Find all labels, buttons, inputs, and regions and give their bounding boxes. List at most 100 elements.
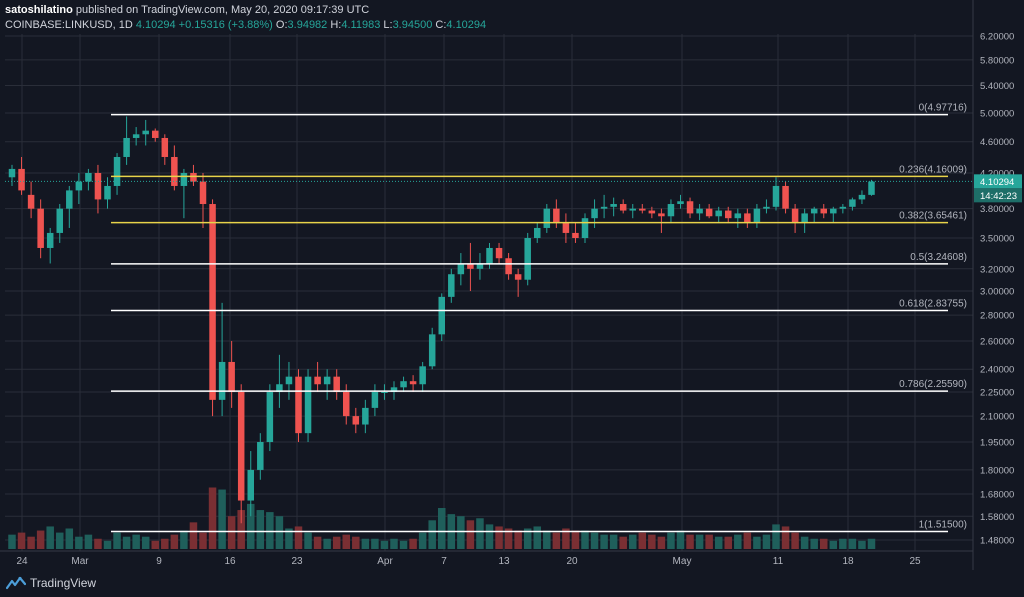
candle-body	[553, 208, 560, 224]
time-tick-label: 7	[441, 556, 447, 567]
volume-bar	[552, 532, 561, 549]
candles	[5, 116, 973, 524]
tradingview-logo[interactable]: TradingView	[6, 576, 96, 590]
time-tick-label: 9	[156, 556, 162, 567]
candle-body	[46, 232, 54, 248]
candle-body	[448, 274, 455, 297]
volume-bar	[609, 534, 618, 549]
candle-body	[390, 387, 398, 392]
volume-bar	[380, 540, 389, 549]
candle-body	[171, 156, 178, 186]
candle-body	[629, 208, 636, 211]
volume-bar	[648, 534, 656, 549]
volume-bar	[266, 512, 274, 549]
time-tick-label: 16	[224, 556, 236, 567]
candle-body	[858, 194, 866, 200]
high-value: 4.11983	[341, 19, 381, 31]
candle-body	[734, 213, 742, 219]
volume-bar	[94, 538, 102, 549]
price-tick-label: 3.50000	[980, 234, 1014, 245]
author-name[interactable]: satoshilatino	[5, 4, 73, 16]
price-tick-label: 5.00000	[980, 109, 1014, 120]
volume-bar	[75, 536, 83, 549]
volume-bar	[189, 522, 198, 549]
volume-bar	[371, 538, 379, 549]
candle-body	[428, 334, 436, 367]
volume-bar	[141, 536, 150, 549]
volume-bar	[695, 534, 704, 549]
volume-bar	[103, 540, 112, 549]
price-badge	[974, 174, 1022, 189]
volume-bar	[361, 538, 370, 549]
candle-body	[27, 194, 35, 209]
high-label: H:	[330, 19, 342, 31]
volume-bar	[581, 530, 589, 549]
candle-body	[323, 376, 331, 385]
time-tick-label: Apr	[377, 556, 393, 567]
candle-body	[744, 213, 751, 224]
volume-bar	[514, 530, 522, 549]
open-label: O:	[275, 19, 288, 31]
candle-body	[830, 208, 837, 214]
candle-body	[753, 208, 761, 224]
candle-body	[820, 208, 827, 214]
candle-body	[266, 392, 274, 442]
candle-body	[75, 181, 83, 191]
low-label: L:	[383, 19, 393, 31]
candle-body	[572, 232, 579, 238]
time-tick-label: May	[673, 556, 692, 567]
chart-header: satoshilatino published on TradingView.c…	[0, 0, 1024, 34]
volume-bar	[629, 534, 637, 549]
volume-bar	[56, 532, 64, 549]
candle-body	[37, 208, 44, 248]
price-axis: 6.20000 5.80000 5.40000 5.00000 4.60000 4.200…	[972, 0, 1022, 570]
candle-body	[610, 204, 617, 207]
candle-body	[247, 469, 254, 501]
volume-bar	[161, 538, 169, 549]
tradingview-brand: TradingView	[30, 576, 97, 590]
volume-bar	[686, 534, 694, 549]
fib-level-label: 0.236(4.16009)	[899, 164, 967, 175]
candle-body	[658, 213, 665, 217]
candle-body	[304, 376, 312, 434]
volume-bar	[839, 538, 847, 549]
candle-body	[763, 206, 770, 209]
candle-body	[725, 210, 732, 219]
time-tick-label: 23	[291, 556, 303, 567]
candle-body	[381, 392, 388, 393]
candle-body	[371, 392, 379, 408]
volume-bar	[84, 534, 93, 549]
fibonacci-levels: 0(4.97716) 0.236(4.16009) 0.382(3.65461) 0.…	[111, 103, 967, 533]
candle-body	[791, 208, 799, 224]
candle-body	[237, 392, 245, 501]
fib-level-label: 0.618(2.83755)	[899, 298, 967, 309]
candle-body	[94, 173, 102, 200]
candle-body	[314, 376, 321, 385]
candle-body	[123, 137, 130, 157]
price-tick-label: 6.20000	[980, 32, 1014, 43]
volume-bar	[390, 538, 398, 549]
volume-bar	[791, 532, 799, 549]
volume-bar	[562, 528, 570, 549]
candle-body	[18, 168, 25, 191]
close-value: 4.10294	[446, 19, 487, 31]
price-tick-label: 2.10000	[980, 412, 1014, 423]
volume-bar	[218, 489, 226, 549]
price-tick-label: 5.80000	[980, 55, 1014, 66]
volume-bar	[724, 536, 732, 549]
volume-bar	[409, 538, 417, 549]
chart-footer: TradingView	[0, 570, 1024, 597]
volume-bar	[352, 536, 360, 549]
volume-bar	[772, 524, 780, 549]
fib-level-label: 0.5(3.24608)	[910, 252, 967, 263]
candle-body	[591, 208, 598, 219]
volume-bar	[466, 520, 475, 549]
candle-body	[362, 407, 369, 425]
price-tick-label: 1.95000	[980, 438, 1014, 449]
countdown-label: 14:42:23	[980, 191, 1017, 202]
volume-bar	[743, 532, 752, 549]
candle-body	[600, 206, 608, 209]
candle-body	[839, 206, 847, 209]
volume-bar	[418, 532, 427, 549]
candle-body	[8, 168, 16, 178]
